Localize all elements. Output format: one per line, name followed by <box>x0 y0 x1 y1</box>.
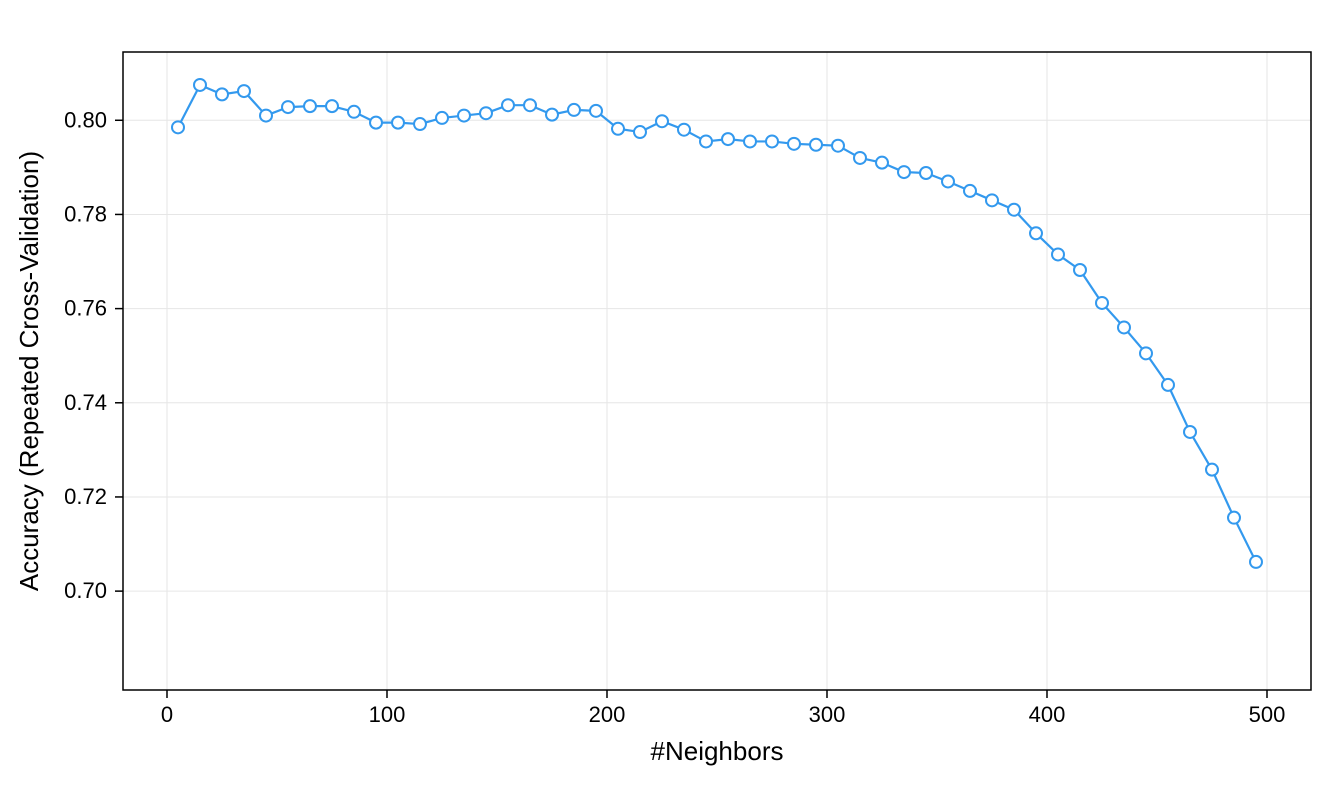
x-axis-label: #Neighbors <box>651 736 784 766</box>
data-point <box>1250 556 1262 568</box>
data-point <box>1118 321 1130 333</box>
data-point <box>370 117 382 129</box>
data-point <box>458 110 470 122</box>
data-point <box>1008 204 1020 216</box>
data-point <box>700 135 712 147</box>
chart-container: 0 100 200 300 400 500 0.70 0.72 0.74 0.76 0.78 0.80… <box>0 0 1344 806</box>
x-tick-label: 300 <box>809 702 846 727</box>
data-point <box>1030 227 1042 239</box>
data-point <box>854 152 866 164</box>
data-point <box>964 185 976 197</box>
data-point <box>568 104 580 116</box>
x-tick-label: 400 <box>1029 702 1066 727</box>
data-point <box>920 167 932 179</box>
data-point <box>348 106 360 118</box>
y-tick-label: 0.74 <box>64 390 107 415</box>
data-point <box>480 107 492 119</box>
data-point <box>172 121 184 133</box>
data-point <box>436 112 448 124</box>
data-point <box>1052 248 1064 260</box>
y-tick-label: 0.78 <box>64 201 107 226</box>
data-point <box>656 115 668 127</box>
x-tick-label: 200 <box>589 702 626 727</box>
data-point <box>304 100 316 112</box>
data-point <box>282 101 294 113</box>
y-tick-label: 0.76 <box>64 296 107 321</box>
data-point <box>744 135 756 147</box>
data-point <box>546 109 558 121</box>
data-point <box>238 85 250 97</box>
data-point <box>260 110 272 122</box>
data-point <box>194 79 206 91</box>
data-point <box>414 118 426 130</box>
data-point <box>898 166 910 178</box>
accuracy-vs-neighbors-chart: 0 100 200 300 400 500 0.70 0.72 0.74 0.76 0.78 0.80… <box>0 0 1344 806</box>
data-point <box>1074 264 1086 276</box>
data-point <box>524 99 536 111</box>
data-point <box>1140 347 1152 359</box>
data-point <box>1096 297 1108 309</box>
data-point <box>722 133 734 145</box>
data-point <box>876 157 888 169</box>
data-point <box>678 124 690 136</box>
y-axis-label: Accuracy (Repeated Cross-Validation) <box>14 151 44 591</box>
x-tick-label: 500 <box>1249 702 1286 727</box>
data-point <box>942 175 954 187</box>
data-point <box>1206 464 1218 476</box>
data-point <box>986 194 998 206</box>
data-point <box>326 100 338 112</box>
data-point <box>810 139 822 151</box>
y-tick-label: 0.72 <box>64 484 107 509</box>
data-point <box>832 140 844 152</box>
y-tick-label: 0.70 <box>64 578 107 603</box>
data-point <box>766 135 778 147</box>
x-tick-label: 100 <box>369 702 406 727</box>
data-point <box>788 138 800 150</box>
data-point <box>1162 379 1174 391</box>
data-point <box>612 123 624 135</box>
data-point <box>634 126 646 138</box>
data-point <box>502 99 514 111</box>
data-point <box>392 117 404 129</box>
data-point <box>1184 426 1196 438</box>
data-point <box>590 105 602 117</box>
data-point <box>216 88 228 100</box>
data-point <box>1228 512 1240 524</box>
y-tick-label: 0.80 <box>64 107 107 132</box>
x-tick-label: 0 <box>161 702 173 727</box>
